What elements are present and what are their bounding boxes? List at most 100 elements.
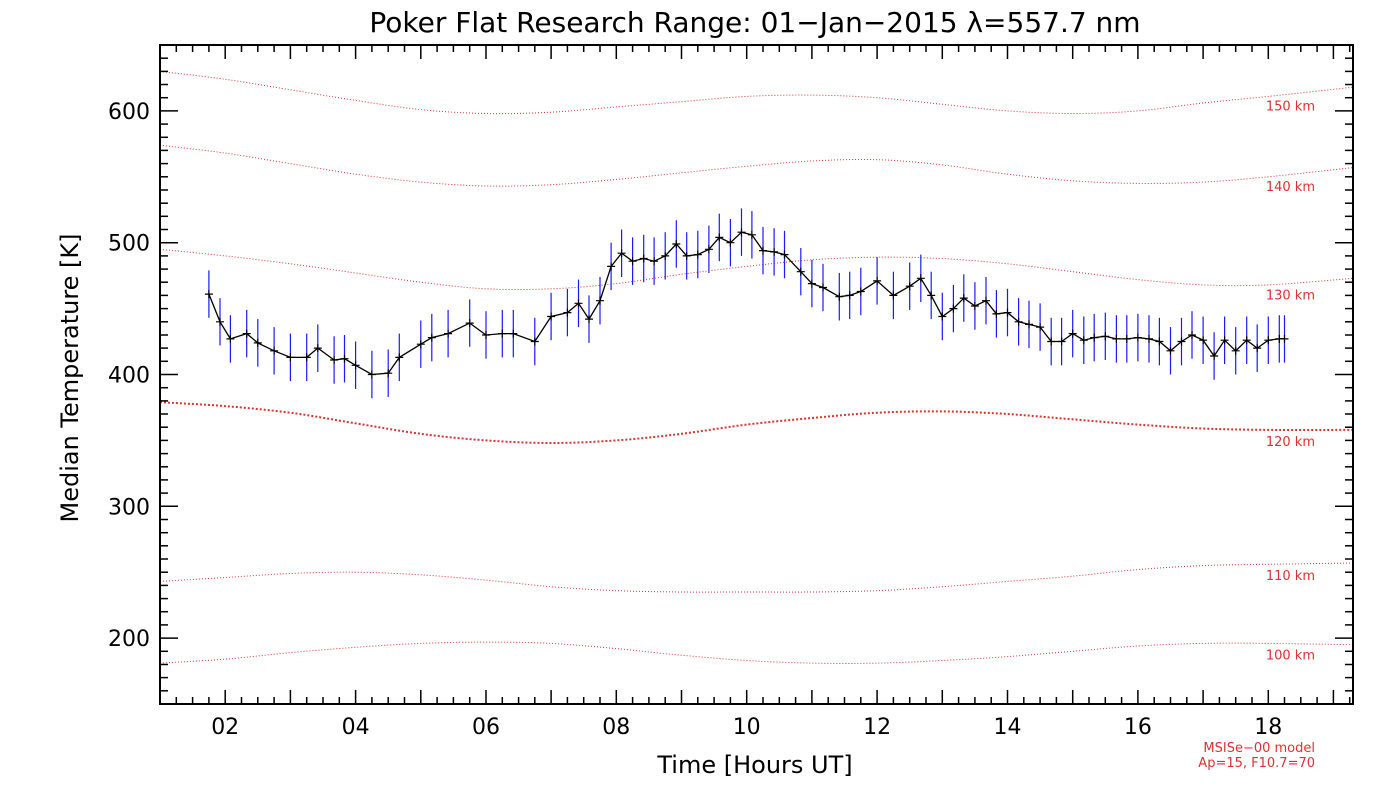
data-point [807,279,816,288]
data-point [650,257,659,266]
data-point [530,337,539,346]
data-point [726,238,735,247]
data-point [889,291,898,300]
axes: 02 04 06 08 10 12 14 16 18 200 300 400 500 600 [108,44,1354,740]
temperature-line [208,231,1285,376]
data-point [607,262,616,271]
data-point [1122,334,1131,343]
data-point [1003,308,1012,317]
model-curve-100-km [159,641,1354,664]
data-point [927,291,936,300]
data-point [715,233,724,242]
data-point [465,319,474,328]
x-tick-label: 18 [1254,715,1282,740]
data-point [959,294,968,303]
data-point [416,340,425,349]
y-tick-label: 600 [108,100,150,125]
data-point [905,282,914,291]
model-curve-label: 140 km [1266,180,1315,195]
data-point [873,276,882,285]
data-point [628,257,637,266]
y-tick-label: 200 [108,627,150,652]
data-point [1210,352,1219,360]
data-point [270,346,279,355]
model-curve-140-km [159,144,1354,187]
data-point [982,296,990,305]
data-point [395,353,404,362]
data-point [737,228,746,237]
data-point [1079,336,1088,345]
data-point [759,246,767,255]
data-point [574,299,583,308]
data-point [585,315,593,324]
data-point [1047,337,1056,346]
data-point [444,329,453,338]
data-point [226,334,235,343]
data-point [819,283,827,292]
model-curve-label: 110 km [1266,569,1315,584]
data-point [1242,336,1251,345]
data-point [1199,336,1208,345]
model-note-line-1: MSISe−00 model [1203,741,1315,756]
data-point [330,356,339,364]
data-point [970,302,979,310]
data-point [938,312,947,321]
model-curve-110-km [159,562,1354,593]
y-tick-label: 500 [108,232,150,257]
chart-title: Poker Flat Research Range: 01−Jan−2015 λ… [369,6,1140,39]
data-point [796,267,805,276]
data-point [204,290,213,299]
model-curve-label: 100 km [1266,649,1315,664]
model-curves: 150 km 140 km 130 km 120 km 110 km 100 km [159,70,1354,664]
x-tick-label: 14 [994,715,1022,740]
data-point [682,251,691,260]
data-point [1112,334,1121,343]
data-point [1133,333,1142,342]
data-point [1253,344,1262,353]
data-point [1014,317,1023,326]
data-point [482,331,490,339]
x-tick-label: 02 [211,715,239,740]
data-point [216,317,224,326]
x-tick-label: 08 [602,715,630,740]
data-point [351,361,360,370]
y-axis-label: Median Temperature [K] [56,233,84,522]
data-point [845,291,854,300]
data-point [509,329,518,338]
data-point [1166,346,1175,355]
data-point [661,251,670,260]
data-point [563,308,572,317]
data-point [1145,334,1153,343]
data-point [693,250,702,259]
data-point [498,329,507,338]
x-tick-label: 04 [342,715,370,740]
data-point [313,344,322,353]
data-point [547,312,556,321]
data-point [1177,337,1186,346]
data-point [704,245,713,254]
model-curve-150-km [159,70,1354,115]
data-point [1057,337,1066,346]
data-point [639,254,648,263]
data-point [302,353,311,362]
data-point [286,353,295,362]
data-point [1155,337,1164,346]
model-curve-label: 130 km [1266,289,1315,304]
data-point [747,230,756,239]
x-axis-label: Time [Hours UT] [656,751,852,779]
data-point [835,292,844,301]
data-point [427,333,436,342]
x-tick-label: 06 [472,715,500,740]
data-point [340,354,349,363]
data-point [1090,333,1099,342]
y-tick-label: 400 [108,364,150,389]
data-point [242,329,251,338]
y-tick-label: 300 [108,495,150,520]
data-point [1101,332,1110,341]
data-point [992,309,1001,318]
x-tick-label: 12 [863,715,891,740]
data-point [856,287,865,296]
data-point [1264,336,1273,345]
data-point [1025,320,1033,329]
